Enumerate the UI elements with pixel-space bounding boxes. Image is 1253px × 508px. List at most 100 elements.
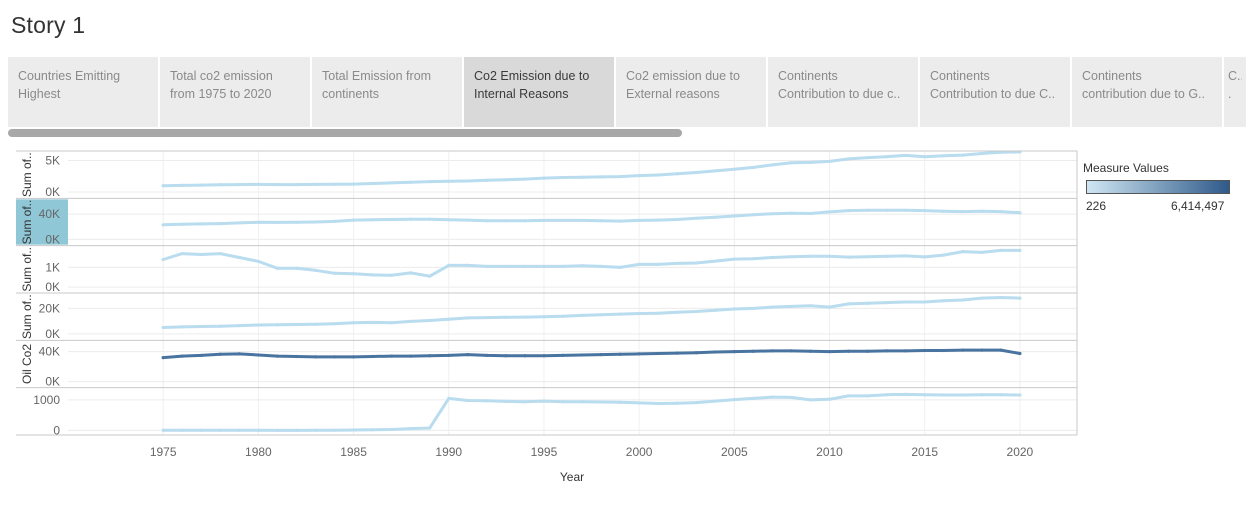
data-point [846, 349, 851, 353]
y-tick-label: 1000 [33, 393, 60, 407]
data-point [770, 212, 774, 216]
y-tick-label: 40K [39, 345, 60, 359]
data-point [942, 393, 946, 397]
y-tick-label: 5K [45, 153, 60, 167]
data-point [409, 271, 413, 275]
data-point [485, 264, 489, 268]
data-point [865, 301, 870, 305]
data-point [904, 392, 908, 396]
data-point [846, 394, 851, 398]
y-axis-label: Sum of.. [20, 247, 34, 292]
data-point [808, 398, 813, 402]
data-point [428, 217, 432, 221]
data-point [313, 428, 318, 432]
tab-countries-emitting-highest[interactable]: Countries Emitting Highest [8, 57, 158, 127]
tab-continents-contribution-3[interactable]: Continents contribution due to G.. [1072, 57, 1222, 127]
data-point [504, 399, 508, 404]
data-point [980, 250, 984, 254]
tab-continents-contribution-2[interactable]: Continents Contribution to due C.. [920, 57, 1070, 127]
data-point [656, 351, 660, 356]
tab-continents-contribution-1[interactable]: Continents Contribution to due c.. [768, 57, 918, 127]
data-point [865, 208, 870, 212]
data-point [599, 264, 603, 268]
data-point [237, 182, 241, 187]
tab-total-co2-emission[interactable]: Total co2 emission from 1975 to 2020 [160, 57, 310, 127]
data-point [275, 323, 280, 327]
data-point [865, 349, 870, 353]
data-point [542, 176, 546, 180]
tab-truncated[interactable]: C.. . [1224, 57, 1246, 127]
data-point [294, 354, 299, 359]
data-point [751, 349, 755, 353]
data-point [542, 218, 546, 223]
tab-total-emission-continents[interactable]: Total Emission from continents [312, 57, 462, 127]
data-point [466, 218, 470, 222]
x-tick-label: 2000 [626, 445, 653, 459]
data-point [923, 393, 927, 397]
data-point [865, 394, 870, 398]
data-point [580, 175, 584, 179]
data-point [694, 170, 698, 175]
data-point [885, 254, 889, 258]
data-point [447, 179, 451, 183]
data-point [161, 257, 165, 262]
data-point [713, 308, 717, 312]
data-point [256, 323, 260, 327]
data-point [161, 325, 165, 330]
data-point [789, 304, 794, 309]
data-point [199, 324, 203, 329]
data-point [466, 316, 470, 320]
data-point [770, 163, 774, 167]
series-line [161, 208, 1022, 227]
data-point [846, 302, 851, 306]
data-point [999, 295, 1003, 300]
data-point [199, 183, 203, 187]
data-point [751, 213, 755, 217]
data-point [599, 353, 603, 357]
data-point [409, 319, 413, 323]
data-point [218, 428, 222, 432]
data-point [485, 353, 489, 357]
data-point [313, 268, 318, 272]
tab-co2-internal-reasons[interactable]: Co2 Emission due to Internal Reasons [464, 57, 614, 127]
data-point [351, 321, 356, 325]
tabs-scrollbar[interactable] [8, 129, 682, 137]
data-point [542, 354, 546, 358]
data-point [637, 218, 641, 223]
data-point [904, 349, 908, 353]
y-tick-label: 0K [45, 232, 60, 246]
tab-label-line2: . [1228, 87, 1232, 101]
data-point [256, 259, 260, 264]
data-point [447, 263, 451, 267]
data-point [713, 350, 717, 354]
data-point [656, 401, 660, 406]
data-point [770, 395, 774, 399]
data-point [409, 354, 413, 358]
data-point [523, 354, 527, 358]
data-point [332, 219, 337, 223]
data-point [713, 399, 717, 403]
data-point [504, 178, 508, 182]
series-line [161, 296, 1022, 329]
data-point [675, 217, 679, 222]
data-point [694, 401, 698, 405]
data-point [351, 272, 356, 276]
data-point [999, 393, 1003, 397]
data-point [218, 324, 222, 328]
y-tick-label: 0K [45, 327, 60, 341]
data-point [885, 208, 889, 212]
tab-label-line2: Contribution to due C.. [930, 87, 1056, 101]
data-point [732, 257, 736, 261]
data-point [904, 153, 908, 158]
tab-label-line2: Internal Reasons [474, 87, 569, 101]
data-point [808, 304, 813, 308]
data-point [466, 398, 470, 403]
data-point [789, 211, 794, 215]
data-point [999, 209, 1003, 214]
data-point [942, 299, 946, 303]
data-point [827, 210, 832, 214]
data-point [637, 352, 641, 356]
data-point [618, 265, 622, 269]
tab-co2-external-reasons[interactable]: Co2 emission due to External reasons [616, 57, 766, 127]
data-point [523, 400, 527, 404]
